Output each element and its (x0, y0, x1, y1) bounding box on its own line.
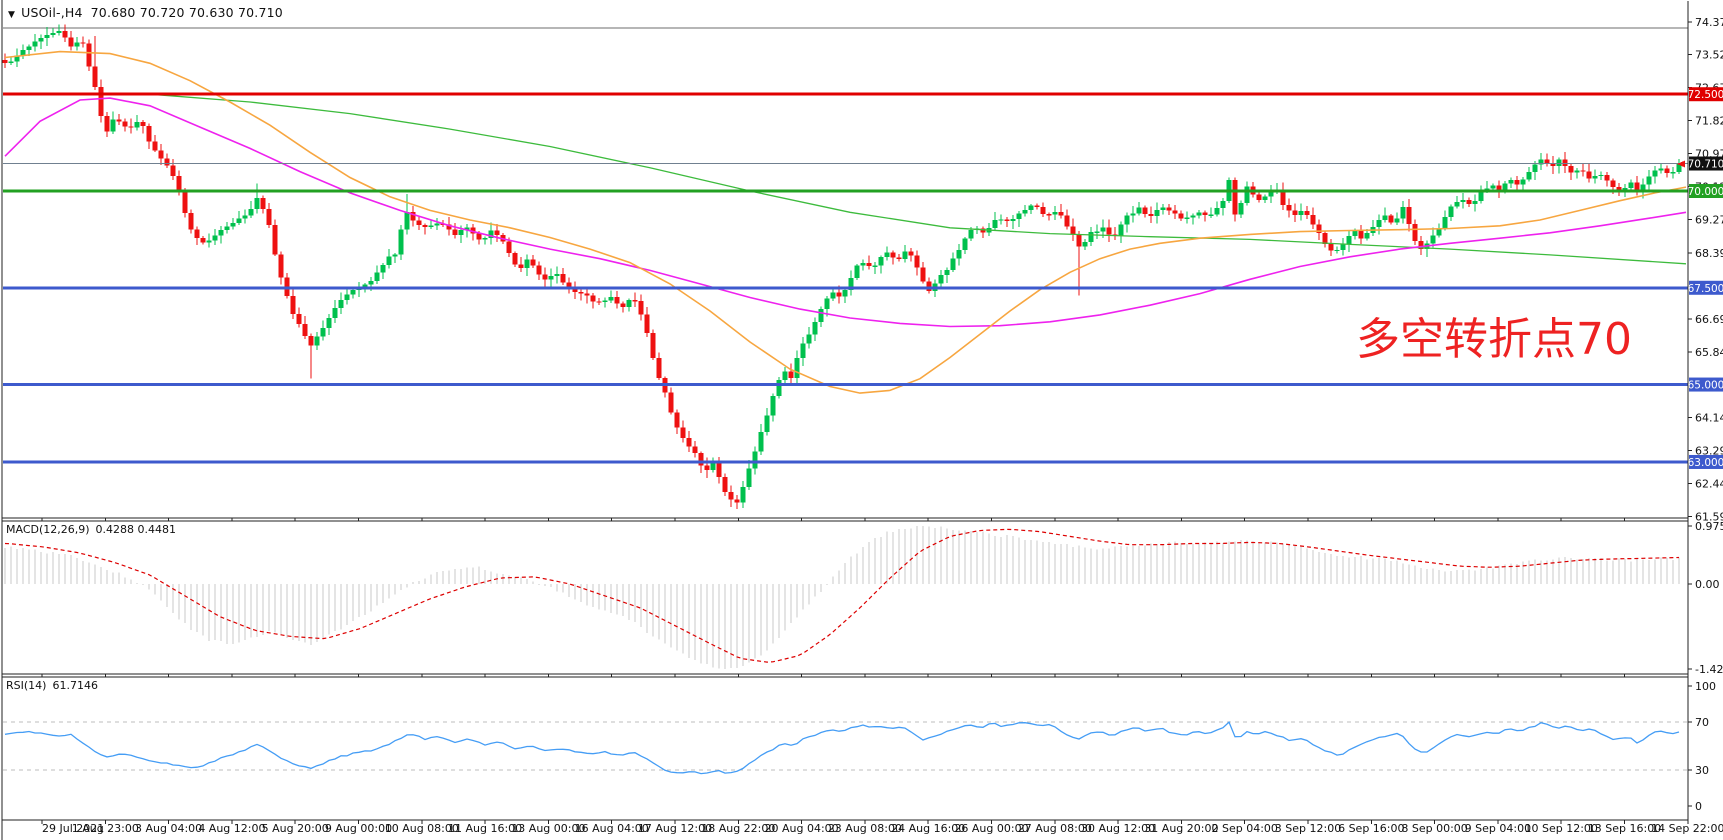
price-tick-label: 74.370 (1695, 16, 1723, 29)
time-tick-label: 30 Aug 12:00 (1081, 822, 1155, 835)
price-tick-label: 66.695 (1695, 313, 1723, 326)
macd-indicator-label: MACD(12,26,9) 0.4288 0.4481 (6, 523, 176, 536)
price-tick-label: 71.820 (1695, 115, 1723, 128)
indicator-axes: 0.9759 0.00 -1.427 100 70 30 0 (1688, 520, 1723, 813)
price-badge-63.000: 63.000 (1688, 454, 1723, 469)
rsi-indicator-label: RSI(14) 61.7146 (6, 679, 98, 692)
rsi-name: RSI(14) (6, 679, 47, 692)
time-tick-label: 3 Aug 04:00 (135, 822, 202, 835)
time-tick-label: 13 Sep 16:00 (1588, 822, 1661, 835)
price-tick-label: 65.845 (1695, 346, 1723, 359)
macd-axis-label: -1.427 (1695, 663, 1723, 676)
time-tick-label: 29 Jul 2021 (42, 822, 104, 835)
price-badge-72.500: 72.500 (1688, 87, 1723, 102)
price-tick-label: 68.395 (1695, 247, 1723, 260)
time-tick-label: 5 Aug 20:00 (262, 822, 329, 835)
candles-layer (2, 24, 1682, 510)
time-tick-label: 20 Aug 04:00 (765, 822, 839, 835)
price-tick-label: 62.445 (1695, 477, 1723, 490)
time-tick-label: 27 Aug 08:00 (1018, 822, 1092, 835)
macd-panel-layer (4, 525, 1680, 669)
svg-text:65.000: 65.000 (1688, 380, 1723, 392)
time-tick-label: 14 Sep 22:00 (1651, 822, 1723, 835)
price-badge-70.000: 70.000 (1688, 184, 1723, 198)
symbol-dropdown-icon[interactable]: ▼ (8, 10, 16, 20)
time-tick-label: 13 Aug 00:00 (511, 822, 585, 835)
time-tick-label: 6 Sep 16:00 (1338, 822, 1404, 835)
time-tick-label: 9 Sep 04:00 (1465, 822, 1531, 835)
frame-lines (1, 0, 1688, 840)
time-tick-label: 2 Sep 04:00 (1211, 822, 1277, 835)
ohlc-values: 70.680 70.720 70.630 70.710 (90, 5, 283, 20)
macd-signal-line (4, 528, 1680, 663)
panel-borders (2, 1, 1689, 821)
time-tick-label: 24 Aug 16:00 (891, 822, 965, 835)
price-tick-label: 61.595 (1695, 510, 1723, 523)
time-tick-label: 10 Sep 12:00 (1524, 822, 1597, 835)
text-annotation[interactable]: 多空转折点70 (1356, 314, 1632, 365)
macd-axis-label: 0.9759 (1695, 520, 1723, 533)
rsi-axis-label: 0 (1695, 800, 1702, 813)
time-tick-label: 11 Aug 16:00 (448, 822, 522, 835)
rsi-axis-label: 100 (1695, 680, 1716, 693)
svg-text:63.000: 63.000 (1688, 457, 1723, 469)
price-tick-label: 64.145 (1695, 412, 1723, 425)
price-badge-67.500: 67.500 (1688, 280, 1723, 295)
price-badge-65.000: 65.000 (1688, 377, 1723, 392)
time-tick-label: 3 Sep 12:00 (1275, 822, 1341, 835)
symbol-period-label: USOil-,H4 (21, 5, 83, 20)
horizontal-lines-layer (3, 92, 1688, 464)
time-tick-label: 31 Aug 20:00 (1144, 822, 1218, 835)
rsi-axis-label: 70 (1695, 716, 1709, 729)
rsi-value: 61.7146 (52, 679, 98, 692)
chart-title: ▼ USOil-,H4 70.680 70.720 70.630 70.710 (8, 5, 283, 20)
rsi-axis-label: 30 (1695, 764, 1709, 777)
time-tick-label: 26 Aug 00:00 (954, 822, 1028, 835)
price-badge-70.710: 70.710 (1688, 156, 1723, 171)
macd-values: 0.4288 0.4481 (95, 523, 177, 536)
svg-text:67.500: 67.500 (1688, 283, 1723, 295)
time-tick-label: 16 Aug 04:00 (575, 822, 649, 835)
time-tick-label: 9 Aug 00:00 (325, 822, 392, 835)
time-tick-label: 4 Aug 12:00 (198, 822, 265, 835)
macd-axis-label: 0.00 (1695, 578, 1720, 591)
macd-name: MACD(12,26,9) (6, 523, 90, 536)
svg-text:70.710: 70.710 (1688, 159, 1723, 171)
svg-text:72.500: 72.500 (1688, 89, 1723, 101)
time-tick-label: 17 Aug 12:00 (638, 822, 712, 835)
price-tick-label: 63.295 (1695, 445, 1723, 458)
moving-averages-layer (4, 50, 1687, 394)
price-tick-label: 73.520 (1695, 49, 1723, 62)
time-tick-label: 23 Aug 08:00 (828, 822, 902, 835)
rsi-levels-layer (3, 721, 1688, 771)
time-tick-label: 1 Aug 23:00 (72, 822, 139, 835)
price-tick-label: 69.270 (1695, 213, 1723, 226)
svg-text:70.000: 70.000 (1688, 186, 1723, 198)
time-tick-label: 8 Sep 00:00 (1401, 822, 1467, 835)
last-price-marker (1677, 160, 1685, 168)
price-axis: 74.37073.52072.67071.82070.97070.12069.2… (1688, 16, 1723, 523)
rsi-line-layer (4, 720, 1680, 775)
time-tick-label: 18 Aug 22:00 (701, 822, 775, 835)
time-tick-label: 10 Aug 08:00 (385, 822, 459, 835)
